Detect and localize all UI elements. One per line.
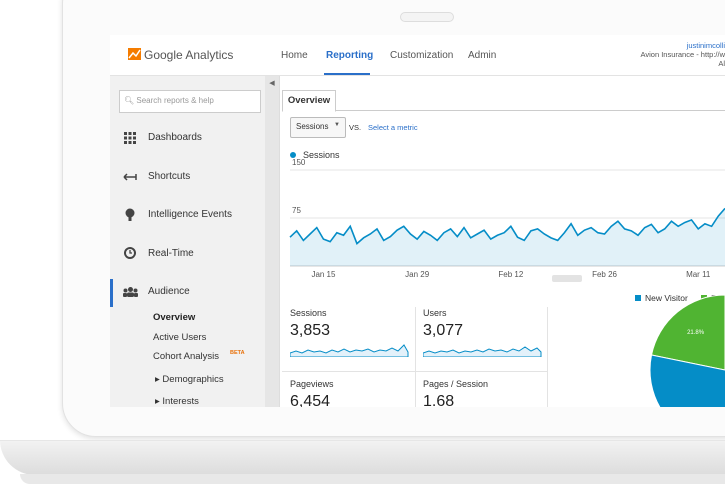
legend-label: New Visitor (645, 293, 688, 303)
nav-reporting[interactable]: Reporting (326, 50, 374, 61)
y-tick-label: 75 (292, 206, 301, 215)
dropdown-caret: ▼ (334, 122, 340, 128)
x-tick-label: Jan 15 (311, 270, 336, 279)
sparkline (290, 344, 409, 357)
nav-audience[interactable]: Audience (148, 286, 190, 297)
metric-dropdown[interactable] (290, 117, 346, 138)
icon-intelligence (125, 208, 135, 221)
line (289, 207, 725, 245)
sidebar (110, 76, 265, 407)
metric-label: Users (423, 308, 447, 318)
base-shadow (20, 474, 725, 484)
nav-interests[interactable]: ▸ Interests (155, 396, 199, 407)
nav-cohort[interactable]: Cohort Analysis (153, 351, 220, 362)
select-metric[interactable]: Select a metric (368, 123, 418, 132)
interests-text: Interests (162, 396, 199, 407)
pie-slice (650, 294, 725, 371)
beta-badge: BETA (230, 350, 245, 356)
search-placeholder: 🔍︎ Search reports & help (124, 96, 214, 105)
nav-intelligence[interactable]: Intelligence Events (148, 209, 232, 220)
metric-value: 6,454 (290, 393, 331, 407)
icon-dashboards (124, 132, 136, 144)
icon-realtime (124, 247, 136, 259)
overview-tab[interactable]: Overview (282, 90, 336, 112)
vs-text: VS. (349, 123, 362, 132)
account-user[interactable]: justinimcolli (686, 41, 725, 50)
divider-h (282, 371, 547, 372)
metric-value: 1.68 (423, 393, 455, 407)
metric-dropdown-text: Sessions (296, 122, 329, 131)
sparkline (423, 346, 542, 357)
nav-overview[interactable]: Overview (153, 312, 196, 323)
nav-dashboards[interactable]: Dashboards (148, 132, 202, 143)
collapse-strip[interactable]: ◀ (265, 76, 280, 407)
legend-label: Sessions (303, 150, 340, 160)
nav-admin[interactable]: Admin (468, 50, 497, 61)
account-property: Avion Insurance - http://w (640, 50, 725, 59)
nav-demographics[interactable]: ▸ Demographics (155, 374, 224, 385)
x-tick-label: Jan 29 (405, 270, 430, 279)
metric-value: 3,853 (290, 322, 331, 339)
account-view: Al (718, 59, 725, 68)
x-tick-label: Feb 26 (592, 270, 617, 279)
legend-swatch (635, 295, 641, 301)
search-text: Search reports & help (136, 96, 214, 105)
top-bar (110, 35, 725, 76)
metric-label: Sessions (290, 308, 327, 318)
divider-v (547, 307, 548, 407)
scroll-handle[interactable] (552, 275, 582, 282)
laptop-base (0, 440, 725, 475)
product-name: Google Analytics (144, 48, 234, 62)
nav-realtime[interactable]: Real-Time (148, 248, 194, 259)
demographics-text: Demographics (162, 374, 224, 385)
icon-shortcuts (123, 173, 137, 181)
tab-underline (282, 110, 725, 111)
y-tick-label: 150 (292, 158, 306, 167)
metric-label: Pages / Session (423, 379, 489, 389)
nav-active-users[interactable]: Active Users (153, 332, 207, 343)
metric-value: 3,077 (423, 322, 464, 339)
search-box[interactable] (119, 90, 261, 113)
nav-shortcuts[interactable]: Shortcuts (148, 171, 191, 182)
nav-underline (324, 73, 370, 75)
camera-notch (400, 12, 454, 22)
pie-slice (649, 294, 725, 407)
x-tick-label: Mar 11 (686, 270, 711, 279)
x-tick-label: Feb 12 (498, 270, 523, 279)
slice-label: 21.8% (687, 330, 705, 336)
logo-icon (128, 48, 141, 60)
icon-audience (123, 287, 138, 297)
active-indicator (110, 279, 113, 307)
nav-home[interactable]: Home (281, 50, 308, 61)
nav-customization[interactable]: Customization (390, 50, 454, 61)
legend-dot (290, 152, 296, 158)
divider-v (415, 307, 416, 407)
metric-label: Pageviews (290, 379, 334, 389)
screen: Google Analytics Home Reporting Customiz… (110, 35, 725, 407)
charts: 75 150 Jan 15 Jan 29 Feb 12 Feb 26 Mar 11 New V… (289, 158, 725, 407)
